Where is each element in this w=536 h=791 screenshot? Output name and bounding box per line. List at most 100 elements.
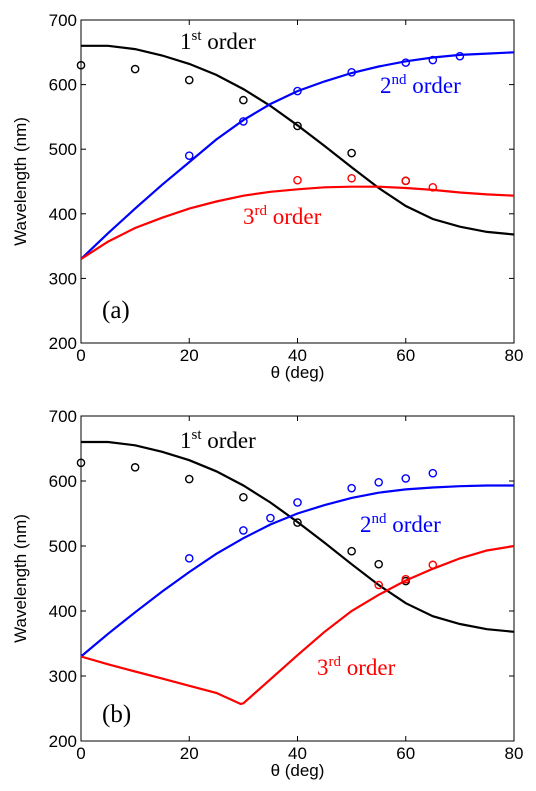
data-point [428,560,438,570]
data-point [239,492,248,502]
data-point [293,175,302,185]
x-tick-label: 0 [76,346,85,365]
panel-label-a: (a) [102,297,130,324]
ann-rest: order [407,73,462,98]
y-tick-label: 300 [49,269,77,288]
ann-sup: st [192,427,203,443]
x-tick-label: 80 [505,346,524,365]
ann-base: 3 [317,655,329,680]
ticks-b: 0 20 40 60 80 200 300 400 500 600 700 [49,407,524,763]
data-point [293,498,302,507]
y-tick-label: 700 [49,11,77,30]
y-tick-label: 400 [49,602,77,621]
annotation-3rd-order-b: 3rd order [317,654,396,680]
y-axis-label-b: Wavelength (nm) [11,514,30,643]
data-point [239,95,248,105]
data-point [401,176,411,186]
data-point [428,183,438,192]
x-tick-label: 20 [180,744,199,763]
data-point [428,468,438,478]
series-line-1st-order [81,440,515,633]
panel-b: 0 20 40 60 80 200 300 400 500 600 700 θ (deg) Wave… [11,407,523,780]
x-tick-label: 0 [76,744,85,763]
y-tick-label: 600 [49,76,77,95]
data-point [347,148,356,158]
data-point [239,526,248,535]
data-point [347,546,356,556]
ann-base: 1 [180,29,192,54]
series-layer-b [76,440,515,706]
data-point [76,60,86,70]
data-point [130,463,140,472]
data-point [239,117,248,126]
ann-sup: rd [255,203,268,219]
annotation-1st-order-a: 1st order [180,28,256,54]
series-line-1st-order [81,44,515,236]
y-tick-label: 700 [49,407,77,426]
annotation-2nd-order-a: 2nd order [380,72,461,98]
data-point [184,151,194,160]
series-line-2nd-order [80,51,515,260]
data-point [401,58,411,67]
ann-sup: nd [372,511,388,527]
data-point [130,64,140,74]
panel-a: 0 20 40 60 80 200 300 400 500 600 700 θ (deg) Wave… [11,11,523,382]
ann-rest: order [202,428,257,453]
ann-sup: st [192,28,203,44]
ann-rest: order [341,655,396,680]
data-point [266,513,275,523]
ann-rest: order [267,204,322,229]
x-tick-label: 60 [396,346,415,365]
data-point [293,121,302,131]
series-line-2nd-order [80,484,514,658]
annotation-3rd-order-a: 3rd order [243,203,322,229]
data-point [76,458,86,468]
x-tick-label: 80 [505,744,524,763]
ann-rest: order [387,512,442,537]
ann-sup: nd [392,72,408,88]
x-axis-label-a: θ (deg) [271,363,325,382]
data-point [184,75,194,85]
data-point [374,477,383,487]
data-point [347,483,356,493]
data-point [293,86,302,96]
ann-rest: order [202,29,257,54]
x-tick-label: 40 [288,744,307,763]
x-tick-label: 20 [180,346,199,365]
panel-label-b: (b) [102,701,131,728]
x-tick-label: 60 [396,744,415,763]
data-point [347,68,356,77]
series-line-3rd-order [80,185,515,260]
data-point [374,559,383,569]
ann-base: 2 [380,73,392,98]
y-tick-label: 400 [49,205,77,224]
data-point [428,55,438,65]
y-tick-label: 500 [49,537,77,556]
data-point [455,51,465,61]
data-point [401,474,411,483]
data-point [184,474,194,484]
data-point [293,518,302,527]
x-axis-label-b: θ (deg) [271,761,325,780]
series-layer-a [76,44,515,260]
y-tick-label: 600 [49,472,77,491]
annotation-2nd-order-b: 2nd order [360,511,441,537]
annotation-1st-order-b: 1st order [180,427,256,453]
plot-area-a [80,19,515,344]
ann-sup: rd [329,654,342,670]
y-tick-label: 500 [49,140,77,159]
data-point [347,173,356,183]
y-tick-label: 200 [49,732,77,751]
ticks-a: 0 20 40 60 80 200 300 400 500 600 700 [49,11,524,365]
ann-base: 3 [243,204,255,229]
ann-base: 2 [360,512,372,537]
data-point [184,554,194,563]
data-point [374,580,383,590]
series-line-3rd-order [80,544,515,706]
x-tick-label: 40 [288,346,307,365]
data-point [401,574,411,584]
y-axis-label-a: Wavelength (nm) [11,117,30,246]
y-tick-label: 200 [49,334,77,353]
plot-area-b [80,415,515,742]
